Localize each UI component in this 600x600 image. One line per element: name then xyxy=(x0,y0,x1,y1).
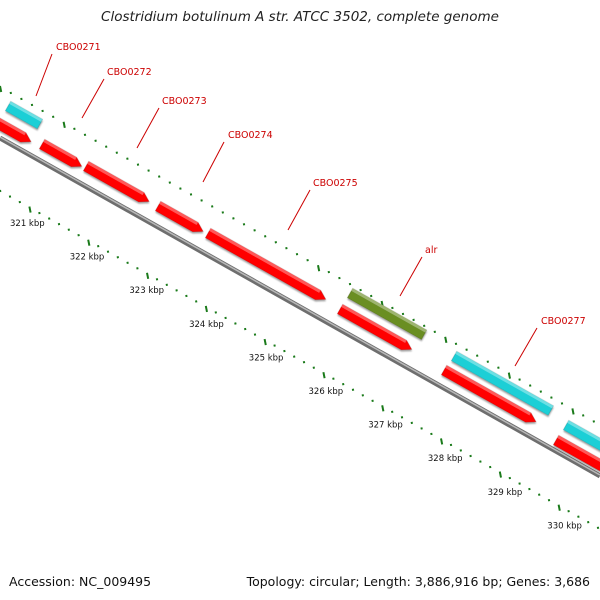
inner-tick-track xyxy=(0,189,600,529)
gene-arrow[interactable] xyxy=(38,138,84,171)
tick-label: 322 kbp xyxy=(70,253,105,263)
gene-arrow[interactable] xyxy=(346,287,428,340)
accession-info: Accession: NC_009495 xyxy=(9,574,151,589)
leader-line xyxy=(81,78,105,119)
major-tick xyxy=(498,471,502,478)
gene-arrow[interactable] xyxy=(552,434,600,475)
tick-label: 330 kbp xyxy=(547,521,582,531)
tick-label: 323 kbp xyxy=(129,286,164,296)
gene-arrow[interactable] xyxy=(154,200,206,236)
major-tick xyxy=(263,338,267,346)
feature-label[interactable]: CBO0272 xyxy=(107,67,152,78)
major-tick xyxy=(28,206,32,213)
major-tick xyxy=(204,305,208,313)
major-tick xyxy=(557,504,561,511)
major-tick xyxy=(440,438,444,445)
accession-label: Accession: xyxy=(9,574,76,589)
gene-arrow[interactable] xyxy=(336,303,414,354)
leader-line xyxy=(35,53,53,97)
major-tick xyxy=(444,336,448,343)
tick-label: 327 kbp xyxy=(368,421,403,431)
leader-line xyxy=(136,107,160,149)
feature-label[interactable]: CBO0274 xyxy=(228,130,273,141)
major-tick xyxy=(571,408,575,415)
feature-label[interactable]: CBO0271 xyxy=(56,42,101,53)
major-tick xyxy=(87,239,91,246)
leader-line xyxy=(399,256,423,297)
major-tick xyxy=(0,85,3,93)
gene-arrow[interactable] xyxy=(440,364,538,426)
tick-label: 325 kbp xyxy=(249,353,284,363)
major-tick xyxy=(317,264,321,272)
tick-label: 324 kbp xyxy=(189,320,224,330)
major-tick xyxy=(381,405,385,412)
major-tick xyxy=(62,121,66,129)
gene-arrow[interactable] xyxy=(4,100,44,130)
tick-labels: 321 kbp 322 kbp 323 kbp 324 kbp 325 kbp 326 k… xyxy=(10,219,582,531)
genome-stats: Topology: circular; Length: 3,886,916 bp… xyxy=(246,574,590,589)
map-title: Clostridium botulinum A str. ATCC 3502, … xyxy=(101,9,499,25)
feature-label[interactable]: CBO0275 xyxy=(313,178,358,189)
topology-label: Topology: xyxy=(246,574,306,589)
leader-line xyxy=(202,141,225,183)
gene-features xyxy=(0,100,600,475)
feature-label[interactable]: alr xyxy=(425,245,437,256)
tick-label: 326 kbp xyxy=(309,387,344,397)
gene-arrow[interactable] xyxy=(82,160,152,206)
feature-label[interactable]: CBO0273 xyxy=(162,96,207,107)
major-tick xyxy=(322,371,326,379)
tick-label: 329 kbp xyxy=(488,488,523,498)
tick-label: 328 kbp xyxy=(428,454,463,464)
major-tick xyxy=(507,372,511,379)
gene-arrow[interactable] xyxy=(204,227,328,304)
tick-label: 321 kbp xyxy=(10,219,45,229)
topology-value: circular xyxy=(309,574,356,589)
leader-line xyxy=(514,327,538,367)
backbone xyxy=(0,135,600,479)
accession-value: NC_009495 xyxy=(79,574,152,589)
leader-line xyxy=(287,189,311,231)
length-label: Length: xyxy=(363,574,411,589)
gene-arrow[interactable] xyxy=(0,116,34,146)
feature-label[interactable]: CBO0277 xyxy=(541,316,586,327)
genes-label: Genes: xyxy=(506,574,551,589)
gene-arrow[interactable] xyxy=(562,419,600,456)
major-tick xyxy=(146,272,150,280)
feature-labels: CBO0271 CBO0272 CBO0273 CBO0274 CBO0275 alr CB… xyxy=(35,42,586,367)
outer-tick-track xyxy=(0,85,595,423)
gene-arrow[interactable] xyxy=(450,350,554,416)
length-value: 3,886,916 bp xyxy=(414,574,499,589)
genes-value: 3,686 xyxy=(554,574,590,589)
